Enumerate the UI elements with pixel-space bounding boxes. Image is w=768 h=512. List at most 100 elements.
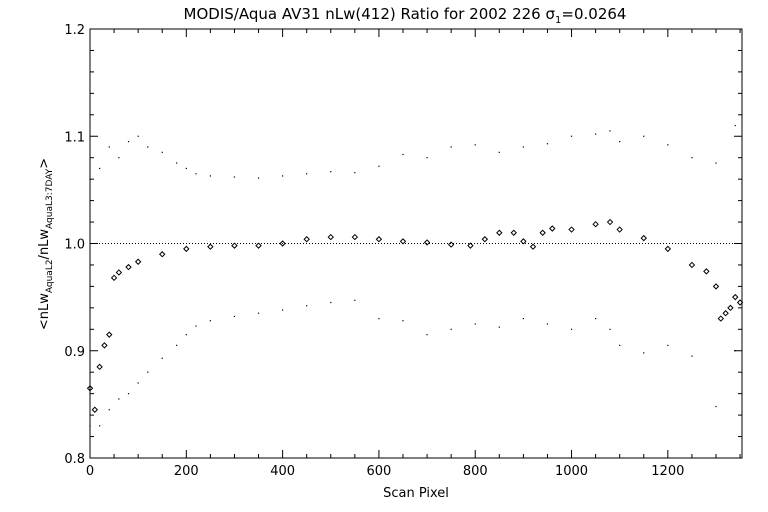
lower-bound-point: [99, 425, 101, 427]
y-axis-ticks: 0.8 0.9 1.0 1.1 1.2: [64, 23, 742, 467]
lower-bound-point: [498, 326, 500, 328]
ratio-point: [703, 268, 710, 275]
lower-bound-point: [185, 334, 187, 336]
lower-bound-point: [118, 398, 120, 400]
y-tick-label: 0.9: [64, 345, 85, 360]
ratio-point: [101, 342, 108, 349]
ratio-point: [125, 263, 132, 271]
ratio-point: [375, 236, 383, 243]
upper-bound-point: [522, 146, 524, 148]
lower-bound-point: [330, 301, 332, 304]
upper-bound-point: [595, 133, 597, 135]
lower-bound-point: [209, 320, 211, 322]
y-axis-label: <nLwAquaL2/nLwAquaL3:7DAY>: [37, 158, 55, 330]
ratio-point: [616, 226, 623, 233]
ratio-point: [96, 363, 103, 371]
x-tick-label: 600: [367, 464, 392, 479]
ratio-point: [664, 245, 672, 253]
upper-bound-point: [426, 157, 428, 159]
lower-bound-point: [667, 344, 669, 346]
upper-bound-point: [306, 173, 308, 175]
upper-bound-point: [450, 146, 452, 148]
lower-bound-point: [402, 320, 404, 322]
ratio-point: [351, 233, 359, 241]
ratio-point: [606, 218, 614, 226]
x-tick-label: 200: [174, 464, 199, 479]
y-tick-label: 1.0: [64, 238, 85, 253]
ratio-point: [110, 274, 118, 282]
lower-bound-point: [147, 371, 149, 373]
lower-bound-point: [176, 344, 178, 346]
x-tick-label: 0: [86, 464, 94, 479]
upper-bound-point: [137, 135, 139, 137]
upper-bound-point: [257, 177, 260, 179]
upper-bound-point: [330, 171, 332, 173]
lower-bound-point: [137, 382, 139, 384]
x-axis-label: Scan Pixel: [383, 486, 449, 501]
ratio-point: [481, 236, 489, 243]
upper-bound-point: [402, 153, 404, 156]
y-tick-label: 1.1: [64, 130, 85, 145]
chart-title: MODIS/Aqua AV31 nLw(412) Ratio for 2002 …: [184, 5, 627, 26]
ratio-point: [183, 245, 190, 253]
ratio-point: [529, 243, 537, 250]
ratio-point: [688, 261, 696, 269]
lower-bound-point: [426, 334, 428, 336]
lower-bound-point: [108, 409, 110, 411]
ratio-point: [91, 406, 99, 413]
upper-bound-point: [161, 151, 163, 153]
ratio-point: [207, 243, 214, 250]
lower-bound-point: [89, 425, 91, 427]
ratio-point: [399, 238, 407, 245]
data-marks: [86, 124, 744, 427]
lower-bound-point: [450, 328, 452, 330]
ratio-point: [727, 304, 734, 312]
upper-bound-point: [89, 178, 91, 180]
upper-bound-point: [118, 157, 120, 159]
y-tick-label: 1.2: [64, 23, 85, 38]
ratio-point: [539, 229, 546, 236]
ratio-point: [722, 310, 729, 317]
lower-bound-point: [195, 325, 197, 327]
lower-bound-point: [546, 323, 549, 325]
lower-bound-point: [619, 344, 621, 346]
ratio-point: [106, 331, 113, 338]
upper-bound-point: [108, 146, 110, 148]
lower-bound-point: [282, 309, 284, 311]
x-axis-ticks: 0 200 400 600 800 1000 1200: [86, 29, 741, 479]
ratio-point: [327, 233, 334, 241]
x-tick-label: 800: [463, 464, 488, 479]
upper-bound-point: [609, 130, 611, 132]
lower-bound-point: [715, 405, 717, 408]
upper-bound-point: [354, 172, 356, 174]
ratio-point: [549, 225, 556, 232]
lower-bound-point: [378, 317, 380, 320]
ratio-point: [496, 229, 503, 236]
ratio-point: [279, 240, 286, 247]
upper-bound-point: [127, 141, 130, 143]
plot-frame: [89, 28, 743, 459]
upper-bound-point: [185, 167, 187, 170]
lower-bound-point: [643, 352, 645, 354]
lower-bound-point: [257, 312, 260, 314]
ratio-point: [592, 220, 599, 228]
upper-bound-point: [209, 175, 211, 177]
ratio-point: [447, 241, 455, 248]
lower-bound-point: [609, 328, 611, 330]
lower-bound-point: [595, 317, 597, 320]
lower-bound-point: [354, 299, 356, 301]
upper-bound-point: [147, 146, 149, 148]
lower-bound-point: [691, 355, 693, 357]
upper-bound-point: [715, 162, 717, 164]
ratio-point: [736, 299, 744, 306]
ratio-point: [717, 315, 725, 322]
ratio-point: [568, 226, 575, 233]
lower-bound-point: [127, 393, 130, 395]
y-tick-label: 0.8: [64, 452, 85, 467]
ratio-point: [255, 242, 262, 249]
upper-bound-point: [233, 176, 236, 178]
ratio-point: [134, 258, 142, 265]
upper-bound-point: [176, 162, 178, 164]
lower-bound-point: [570, 328, 573, 330]
